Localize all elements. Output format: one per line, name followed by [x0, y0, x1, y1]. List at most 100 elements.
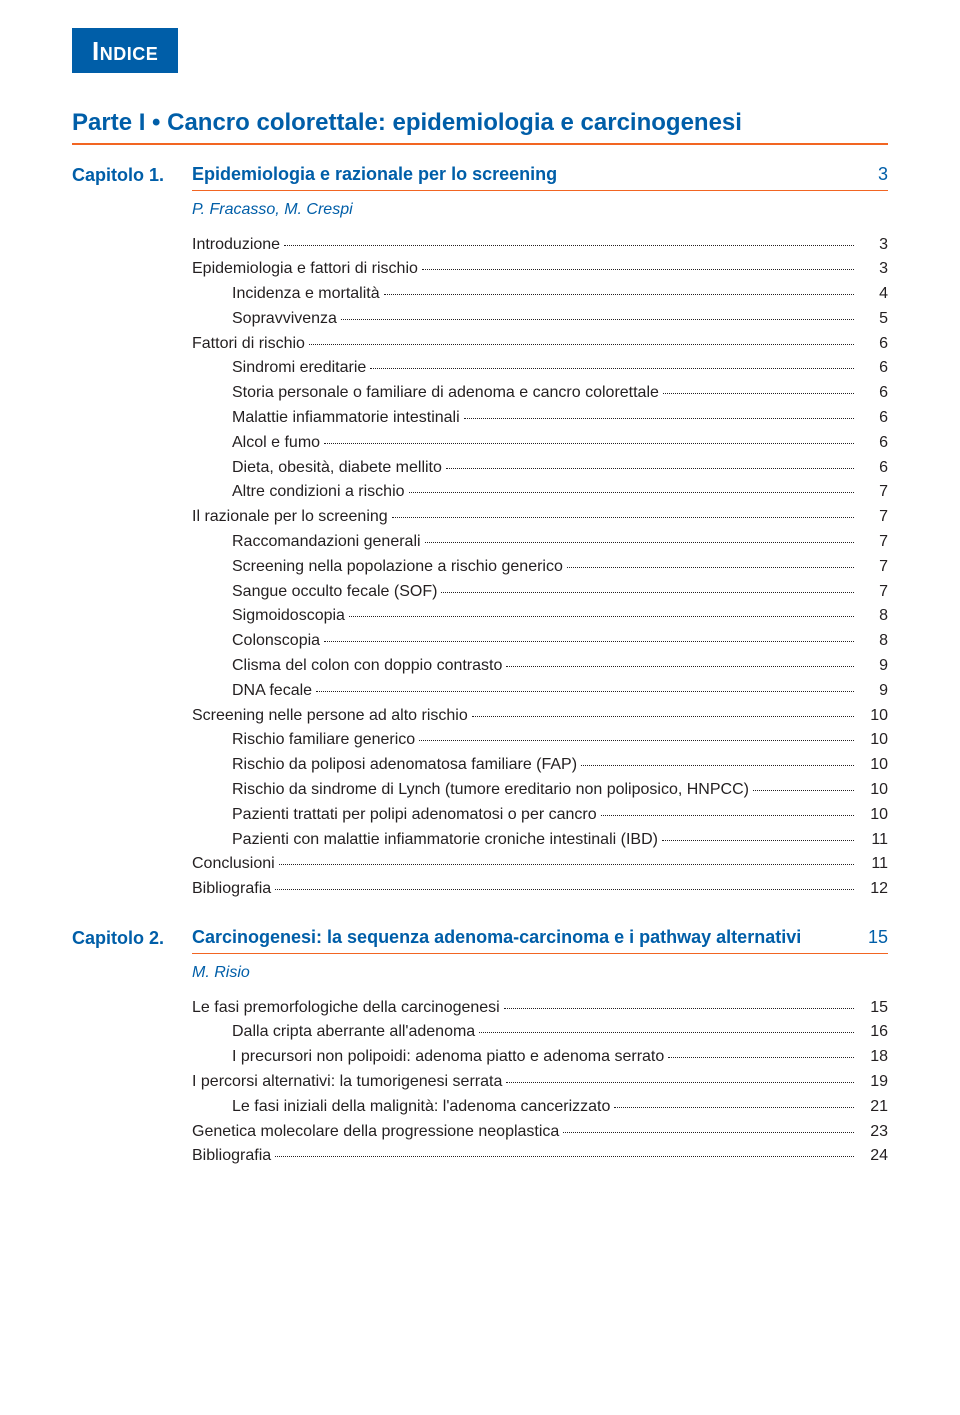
toc-line: I percorsi alternativi: la tumorigenesi …: [192, 1070, 888, 1095]
toc-text: Malattie infiammatorie intestinali: [232, 406, 460, 431]
toc-leader-dots: [441, 592, 854, 593]
toc-leader-dots: [384, 294, 854, 295]
toc-line: Alcol e fumo 6: [192, 431, 888, 456]
toc-page: 18: [858, 1045, 888, 1070]
toc-leader-dots: [324, 443, 854, 444]
toc-text: Genetica molecolare della progressione n…: [192, 1120, 559, 1145]
toc-page: 3: [858, 257, 888, 282]
toc-text: Altre condizioni a rischio: [232, 480, 405, 505]
toc-line: Conclusioni11: [192, 852, 888, 877]
toc-leader-dots: [275, 1156, 854, 1157]
toc-page: 21: [858, 1095, 888, 1120]
toc-text: Alcol e fumo: [232, 431, 320, 456]
toc-line: Bibliografia12: [192, 877, 888, 902]
toc-page: 6: [858, 406, 888, 431]
toc-page: 6: [858, 456, 888, 481]
toc-leader-dots: [668, 1057, 854, 1058]
toc-text: Pazienti trattati per polipi adenomatosi…: [232, 803, 597, 828]
toc-line: DNA fecale9: [192, 679, 888, 704]
chapter-divider: [192, 190, 888, 191]
toc-line: Sigmoidoscopia8: [192, 604, 888, 629]
toc-leader-dots: [316, 691, 854, 692]
toc-leader-dots: [464, 418, 854, 419]
toc-leader-dots: [506, 1082, 854, 1083]
toc-page: 6: [858, 431, 888, 456]
toc-leader-dots: [370, 368, 854, 369]
toc-leader-dots: [479, 1032, 854, 1033]
toc-line: Le fasi premorfologiche della carcinogen…: [192, 996, 888, 1021]
toc-text: Bibliografia: [192, 1144, 271, 1169]
toc-leader-dots: [279, 864, 854, 865]
toc-line: Incidenza e mortalità4: [192, 282, 888, 307]
toc-text: Dieta, obesità, diabete mellito: [232, 456, 442, 481]
toc-line: Storia personale o familiare di adenoma …: [192, 381, 888, 406]
toc-text: Dalla cripta aberrante all'adenoma: [232, 1020, 475, 1045]
toc-text: Storia personale o familiare di adenoma …: [232, 381, 659, 406]
toc-text: Rischio familiare generico: [232, 728, 415, 753]
toc-page: 10: [858, 704, 888, 729]
toc-line: Rischio da sindrome di Lynch (tumore ere…: [192, 778, 888, 803]
toc-page: 24: [858, 1144, 888, 1169]
toc-leader-dots: [753, 790, 854, 791]
toc-text: I precursori non polipoidi: adenoma piat…: [232, 1045, 664, 1070]
chapter-page: 15: [868, 927, 888, 948]
toc-text: Introduzione: [192, 233, 280, 258]
chapter-title-row: Epidemiologia e razionale per lo screeni…: [192, 163, 888, 186]
toc-line: Sindromi ereditarie6: [192, 356, 888, 381]
chapter-label: Capitolo 2.: [72, 926, 192, 1169]
toc-leader-dots: [472, 716, 854, 717]
toc-page: 7: [858, 480, 888, 505]
toc-line: Malattie infiammatorie intestinali 6: [192, 406, 888, 431]
toc-line: Fattori di rischio6: [192, 332, 888, 357]
toc-leader-dots: [275, 889, 854, 890]
toc-leader-dots: [422, 269, 854, 270]
toc-line: Genetica molecolare della progressione n…: [192, 1120, 888, 1145]
chapter-title: Carcinogenesi: la sequenza adenoma-carci…: [192, 926, 856, 949]
toc-page: 9: [858, 654, 888, 679]
toc-line: Screening nella popolazione a rischio ge…: [192, 555, 888, 580]
toc-text: Pazienti con malattie infiammatorie cron…: [232, 828, 658, 853]
toc-page: 7: [858, 530, 888, 555]
toc-text: Il razionale per lo screening: [192, 505, 388, 530]
toc-leader-dots: [563, 1132, 854, 1133]
chapters-container: Capitolo 1.Epidemiologia e razionale per…: [72, 163, 888, 1169]
toc-page: 10: [858, 753, 888, 778]
toc-page: 8: [858, 629, 888, 654]
chapter-divider: [192, 953, 888, 954]
toc-page: 15: [858, 996, 888, 1021]
part-divider: [72, 143, 888, 145]
toc-line: Rischio da poliposi adenomatosa familiar…: [192, 753, 888, 778]
toc-page: 16: [858, 1020, 888, 1045]
toc-text: Le fasi premorfologiche della carcinogen…: [192, 996, 500, 1021]
toc-leader-dots: [425, 542, 854, 543]
toc-text: Sangue occulto fecale (SOF): [232, 580, 437, 605]
toc-line: Le fasi iniziali della malignità: l'aden…: [192, 1095, 888, 1120]
toc-leader-dots: [309, 344, 854, 345]
indice-badge: Indice: [72, 28, 178, 73]
chapter-authors: P. Fracasso, M. Crespi: [192, 201, 888, 219]
toc-page: 3: [858, 233, 888, 258]
toc-line: Pazienti trattati per polipi adenomatosi…: [192, 803, 888, 828]
toc-line: Sangue occulto fecale (SOF)7: [192, 580, 888, 605]
toc-text: Conclusioni: [192, 852, 275, 877]
toc-text: Raccomandazioni generali: [232, 530, 421, 555]
toc-text: Bibliografia: [192, 877, 271, 902]
toc-leader-dots: [324, 641, 854, 642]
toc-text: Colonscopia: [232, 629, 320, 654]
toc-line: Il razionale per lo screening7: [192, 505, 888, 530]
toc-line: Dieta, obesità, diabete mellito 6: [192, 456, 888, 481]
toc-page: 8: [858, 604, 888, 629]
toc-page: 19: [858, 1070, 888, 1095]
toc-text: Le fasi iniziali della malignità: l'aden…: [232, 1095, 610, 1120]
toc-leader-dots: [581, 765, 854, 766]
chapter-body: Epidemiologia e razionale per lo screeni…: [192, 163, 888, 902]
toc-text: Epidemiologia e fattori di rischio: [192, 257, 418, 282]
toc-line: I precursori non polipoidi: adenoma piat…: [192, 1045, 888, 1070]
toc-line: Rischio familiare generico10: [192, 728, 888, 753]
toc-line: Sopravvivenza5: [192, 307, 888, 332]
toc-leader-dots: [341, 319, 854, 320]
part-title: Parte I • Cancro colorettale: epidemiolo…: [72, 109, 888, 137]
toc-page: 6: [858, 332, 888, 357]
chapter: Capitolo 2.Carcinogenesi: la sequenza ad…: [72, 926, 888, 1169]
toc-line: Dalla cripta aberrante all'adenoma 16: [192, 1020, 888, 1045]
